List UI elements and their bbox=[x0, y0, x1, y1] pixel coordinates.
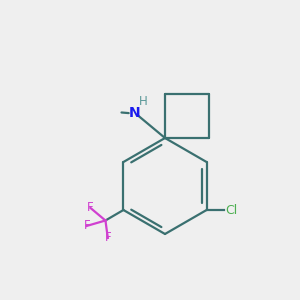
Text: F: F bbox=[104, 231, 111, 244]
Text: F: F bbox=[83, 219, 90, 232]
Text: H: H bbox=[139, 95, 148, 108]
Text: F: F bbox=[87, 201, 94, 214]
Text: N: N bbox=[128, 106, 140, 120]
Text: Cl: Cl bbox=[226, 203, 238, 217]
